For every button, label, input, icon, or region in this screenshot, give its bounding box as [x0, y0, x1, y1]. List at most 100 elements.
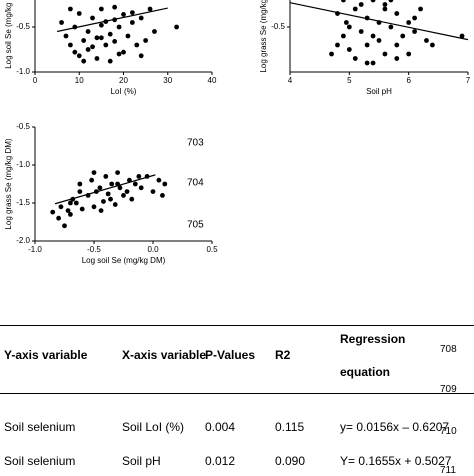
x-axis-label: LoI (%): [111, 87, 137, 96]
scatter-point: [424, 38, 429, 43]
table-cell: 0.090: [275, 454, 306, 468]
scatter-point: [94, 35, 100, 41]
scatter-point: [382, 6, 388, 12]
scatter-point: [394, 11, 400, 16]
scatter-point: [343, 20, 349, 25]
scatter-point: [81, 58, 87, 64]
y-axis-label: Log grass Se (mg/kg DM): [259, 0, 268, 73]
scatter-point: [352, 6, 358, 12]
x-tick-label: 10: [75, 76, 84, 85]
scatter-point: [56, 215, 61, 221]
line-number: 708: [440, 344, 457, 355]
scatter-point: [68, 212, 73, 217]
scatter-point: [129, 196, 135, 202]
y-tick-label: -0.5: [271, 22, 285, 31]
line-number: 711: [440, 465, 456, 476]
scatter-point: [91, 204, 97, 210]
line-number: 705: [187, 220, 204, 231]
regression-line: [54, 174, 156, 205]
scatter-point: [138, 53, 144, 59]
scatter-point: [412, 15, 417, 21]
x-tick-label: 0: [33, 76, 38, 85]
line-number: 710: [440, 426, 457, 437]
scatter-point: [388, 24, 394, 30]
table-header: R2: [275, 348, 291, 362]
scatter-point: [121, 12, 126, 17]
scatter-point: [98, 208, 104, 214]
scatter-point: [125, 33, 131, 39]
x-axis-label: Log soil Se (mg/kg DM): [82, 256, 166, 265]
scatter-point: [85, 47, 91, 52]
scatter-point: [346, 47, 352, 52]
table-cell: Soil selenium: [4, 454, 76, 468]
scatter-point: [65, 208, 71, 214]
scatter-point: [160, 193, 165, 198]
scatter-point: [162, 181, 168, 187]
scatter-point: [90, 44, 95, 50]
regression-line: [289, 2, 469, 41]
scatter-point: [370, 33, 376, 39]
scatter-point: [117, 185, 123, 191]
scatter-point: [382, 51, 388, 57]
scatter-point: [406, 20, 412, 25]
scatter-point: [388, 0, 394, 3]
x-tick-label: -1.0: [28, 245, 42, 254]
scatter-point: [112, 202, 118, 207]
x-tick-label: 40: [208, 76, 217, 85]
scatter-point: [76, 53, 82, 59]
y-tick-label: -0.5: [16, 122, 30, 131]
table-cell: Soil LoI (%): [122, 420, 185, 434]
table-header: P-Values: [205, 348, 256, 362]
scatter-point: [329, 51, 334, 57]
table-rule: [0, 325, 474, 326]
scatter-point: [85, 29, 91, 34]
scatter-point: [364, 42, 370, 48]
scatter-point: [394, 42, 400, 48]
scatter-point: [91, 170, 97, 176]
scatter-point: [132, 181, 138, 187]
scatter-point: [77, 181, 83, 187]
scatter-point: [68, 42, 73, 48]
scatter-point: [101, 199, 106, 204]
x-tick-label: 30: [163, 76, 172, 85]
x-tick-label: 7: [466, 76, 471, 85]
scatter-point: [459, 33, 465, 39]
scatter-point: [152, 29, 157, 34]
scatter-point: [138, 15, 144, 21]
table-cell: 0.115: [275, 420, 305, 434]
table-cell: Soil pH: [122, 454, 161, 468]
scatter-point: [72, 49, 78, 55]
scatter-point: [58, 204, 64, 210]
scatter-point: [143, 38, 149, 43]
scatter-point: [103, 174, 109, 179]
scatter-point: [147, 6, 153, 12]
scatter-point: [124, 189, 130, 195]
scatter-point: [364, 60, 370, 66]
scatter-point: [98, 22, 104, 28]
scatter-point: [121, 193, 126, 198]
scatter-point: [341, 33, 346, 39]
y-tick-label: -1.5: [16, 198, 30, 207]
table-header: equation: [340, 365, 390, 379]
regression-line: [57, 7, 168, 33]
scatter-point: [376, 38, 382, 43]
scatter-point: [107, 58, 113, 64]
scatter-point: [134, 42, 140, 48]
scatter-point: [370, 0, 376, 3]
scatter-point: [341, 0, 346, 3]
x-tick-label: 6: [406, 76, 411, 85]
scatter-point: [129, 20, 135, 25]
scatter-point: [358, 29, 364, 34]
line-number: 704: [187, 178, 204, 189]
scatter-point: [68, 200, 73, 206]
scatter-point: [68, 6, 73, 12]
scatter-point: [90, 15, 95, 21]
y-tick-label: -1.0: [16, 67, 30, 76]
scatter-point: [156, 177, 162, 183]
scatter-point: [370, 60, 376, 66]
scatter-point: [59, 20, 64, 25]
scatter-point: [418, 6, 423, 12]
scatter-point: [138, 185, 144, 191]
x-tick-label: 4: [288, 76, 293, 85]
